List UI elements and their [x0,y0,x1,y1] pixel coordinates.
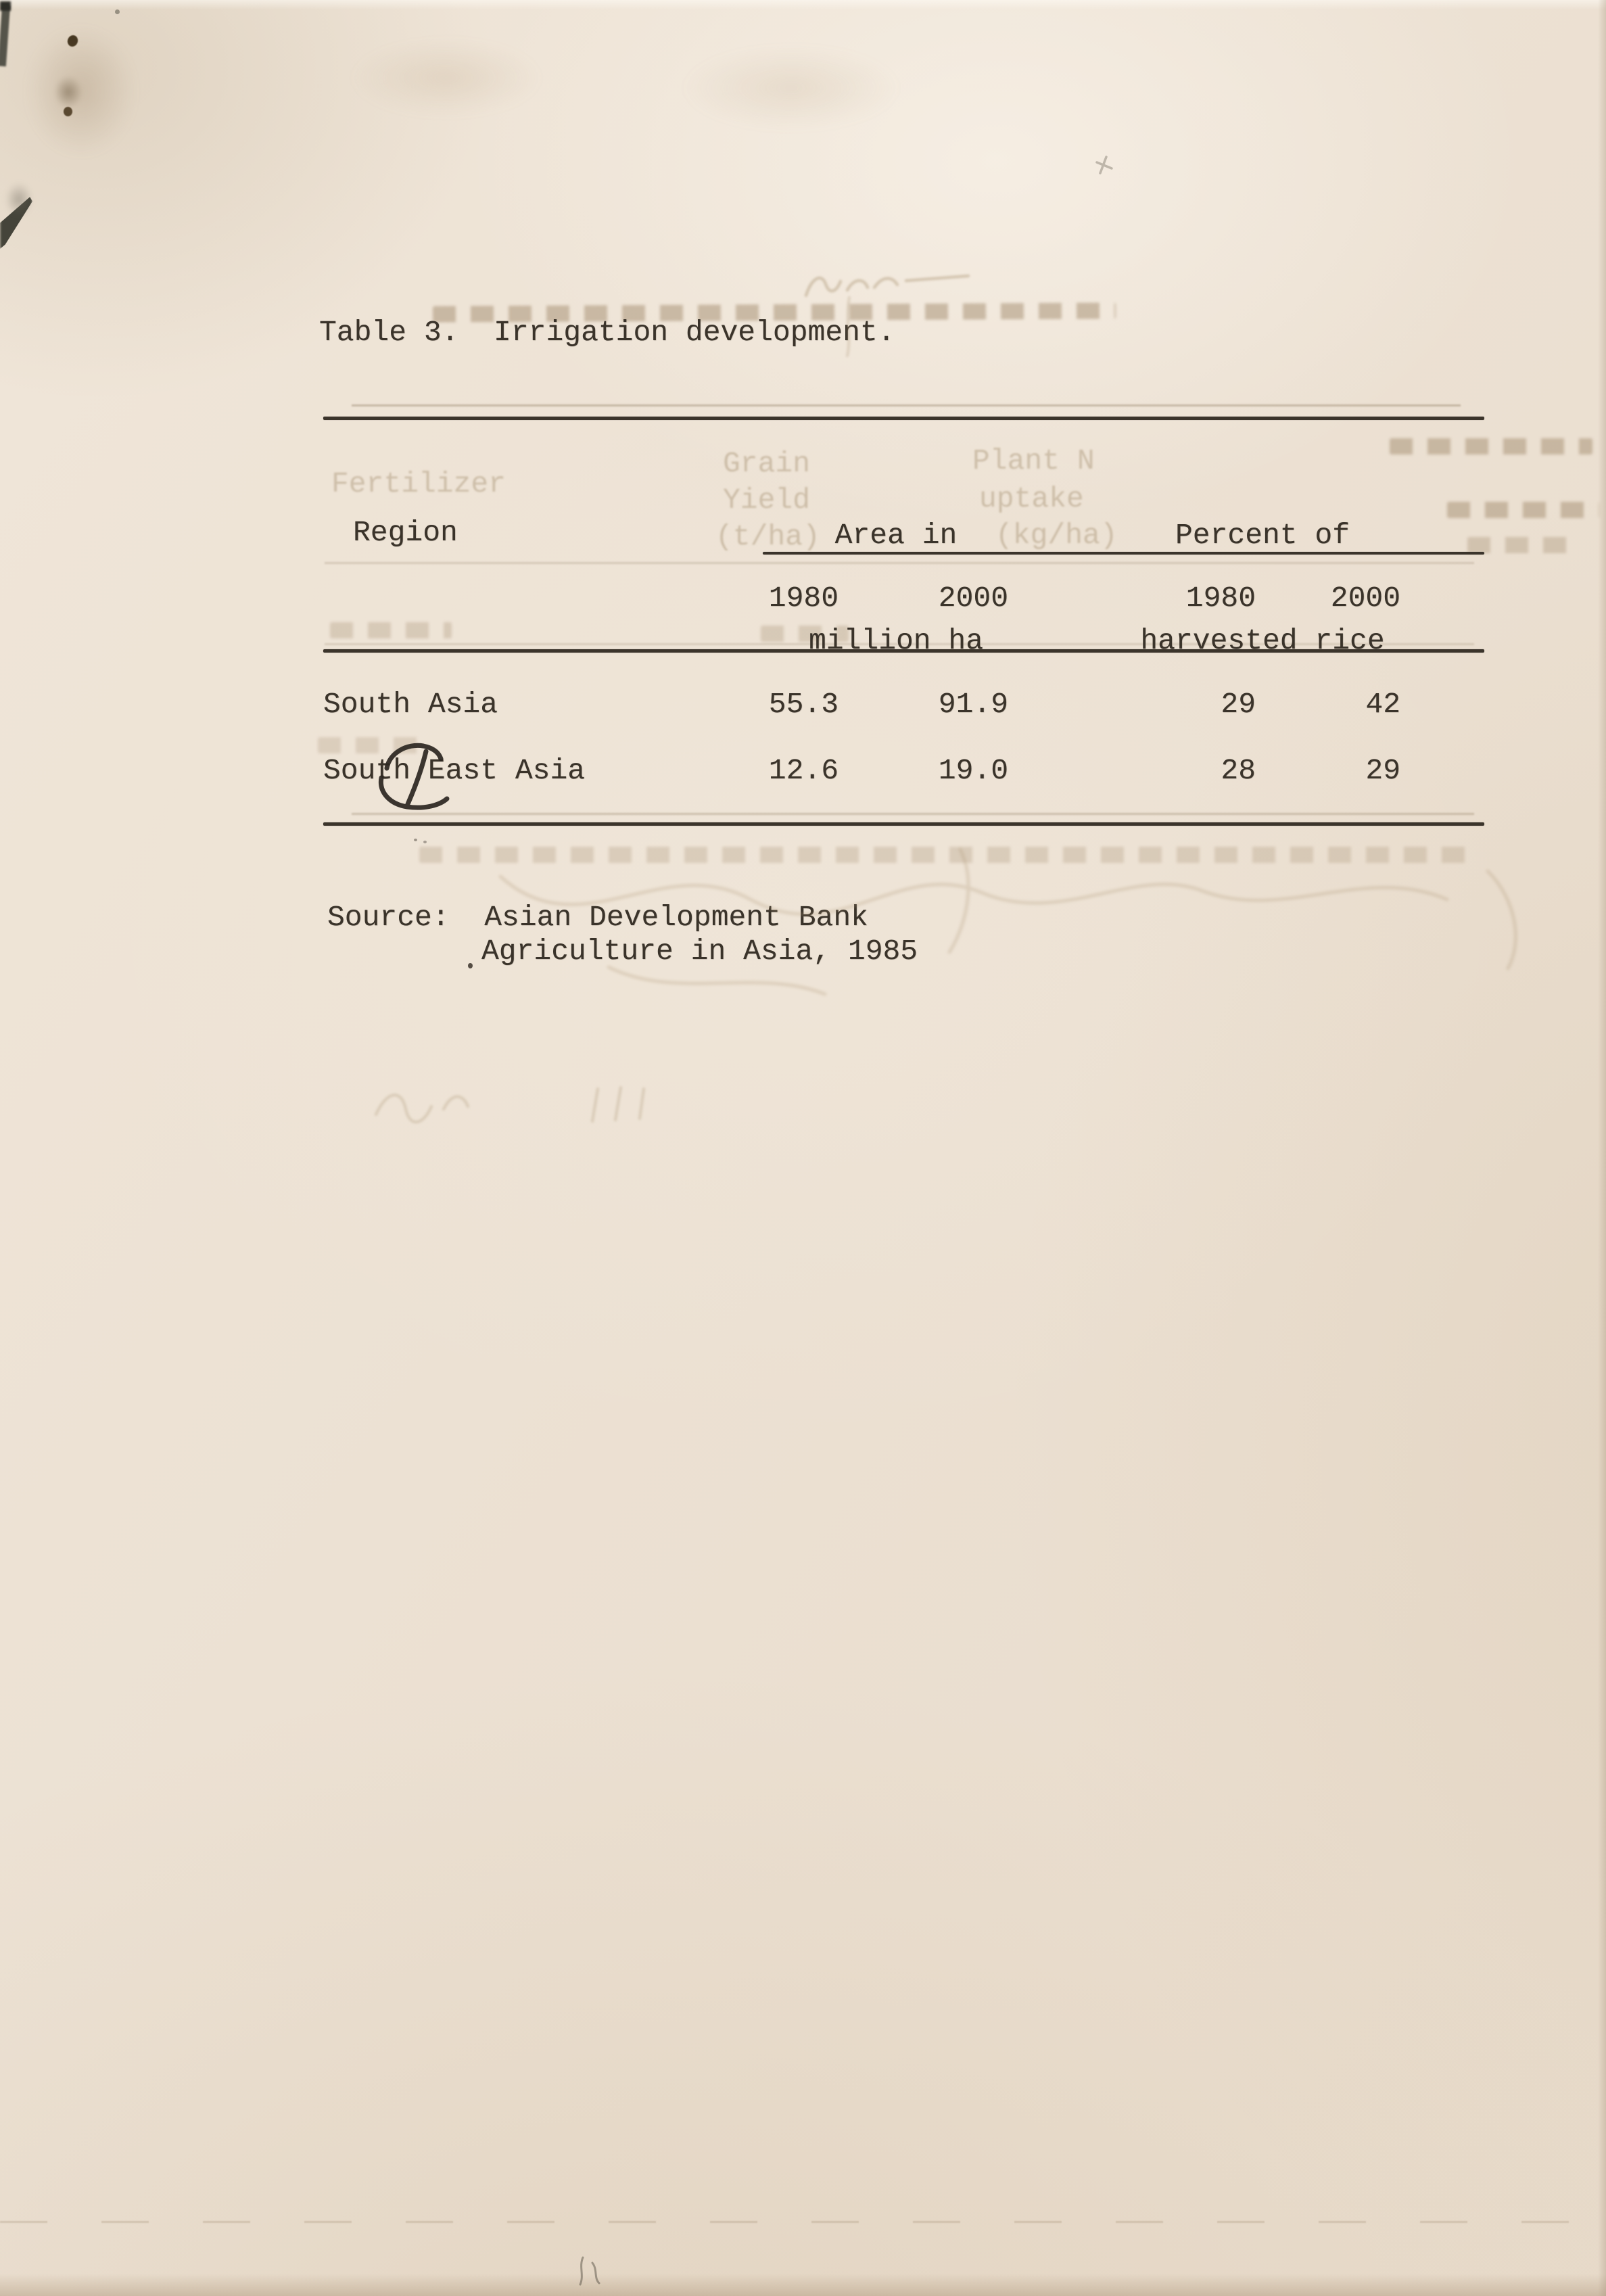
ghost-typed-line [419,847,1474,863]
stray-ink-dot [423,841,427,843]
column-group-percent-line2: harvested rice [1140,624,1385,657]
source-line-1: Source: Asian Development Bank [327,901,868,934]
right-edge-shade [1598,0,1606,2296]
table-cell: 29 [1365,754,1400,787]
column-group-area-line1: Area in [834,519,958,552]
ghost-rule [325,643,1474,645]
bottom-edge-shade [0,2274,1606,2296]
ghost-typed-line [330,622,452,638]
table-rule-subheader [763,552,1484,555]
ghost-rule [352,813,1474,815]
table-rule-bottom [323,822,1484,826]
table-cell: 42 [1365,688,1400,721]
table-caption: Table 3. Irrigation development. [319,316,895,349]
ghost-text: (t/ha) [715,520,820,553]
ghost-text: uptake [979,482,1084,515]
table-row-region: South Asia [323,688,498,721]
top-left-sliver-tip [0,1,11,11]
column-group-area: Area in million ha [809,448,983,729]
ghost-typed-line [318,737,426,753]
top-smudge-band-2 [683,47,899,128]
pencil-mark [1095,156,1113,174]
year-header: 1980 [768,582,839,615]
ghost-typed-line [1467,537,1569,553]
table-cell: 55.3 [768,688,839,721]
bottom-crease-line [0,2221,1606,2223]
ghost-text: Yield [723,484,811,517]
top-edge-highlight [0,0,1606,9]
ghost-typed-line [1390,438,1592,454]
table-cell: 28 [1221,754,1256,787]
ink-stain-smudge [54,76,82,108]
left-edge-wedge-smudge [5,183,32,216]
table-cell: 91.9 [938,688,1008,721]
column-group-area-line2: million ha [808,624,984,657]
table-rule-top [323,417,1484,420]
region-column-header: Region [353,516,458,549]
handwriting-ghost [375,1086,645,1124]
year-header: 2000 [1330,582,1400,615]
source-line-2: Agriculture in Asia, 1985 [481,935,918,968]
ghost-typed-line [761,626,849,642]
table-cell: 29 [1221,688,1256,721]
column-group-percent-line1: Percent of [1175,519,1350,552]
stray-ink-dot [414,839,417,841]
ghost-text: Plant N [972,444,1095,477]
ghost-text: Fertilizer [331,467,506,500]
table-cell: 19.0 [938,754,1008,787]
ghost-text: Grain [723,447,811,480]
top-left-scan-sliver [0,5,11,67]
ghost-text: (kg/ha) [995,519,1118,552]
ghost-rule [325,562,1474,564]
ghost-rule [352,404,1461,406]
stray-ink-dot [468,963,473,968]
ink-stain-dot [64,107,72,116]
paper-speck [115,9,120,14]
table-row-region: South East Asia [323,754,586,787]
table-cell: 12.6 [768,754,839,787]
year-header: 2000 [938,582,1008,615]
year-header: 1980 [1185,582,1256,615]
stain-haze [27,27,135,156]
ghost-typed-line [1447,502,1599,518]
table-rule-mid [323,649,1484,653]
top-smudge-band-1 [352,41,541,115]
